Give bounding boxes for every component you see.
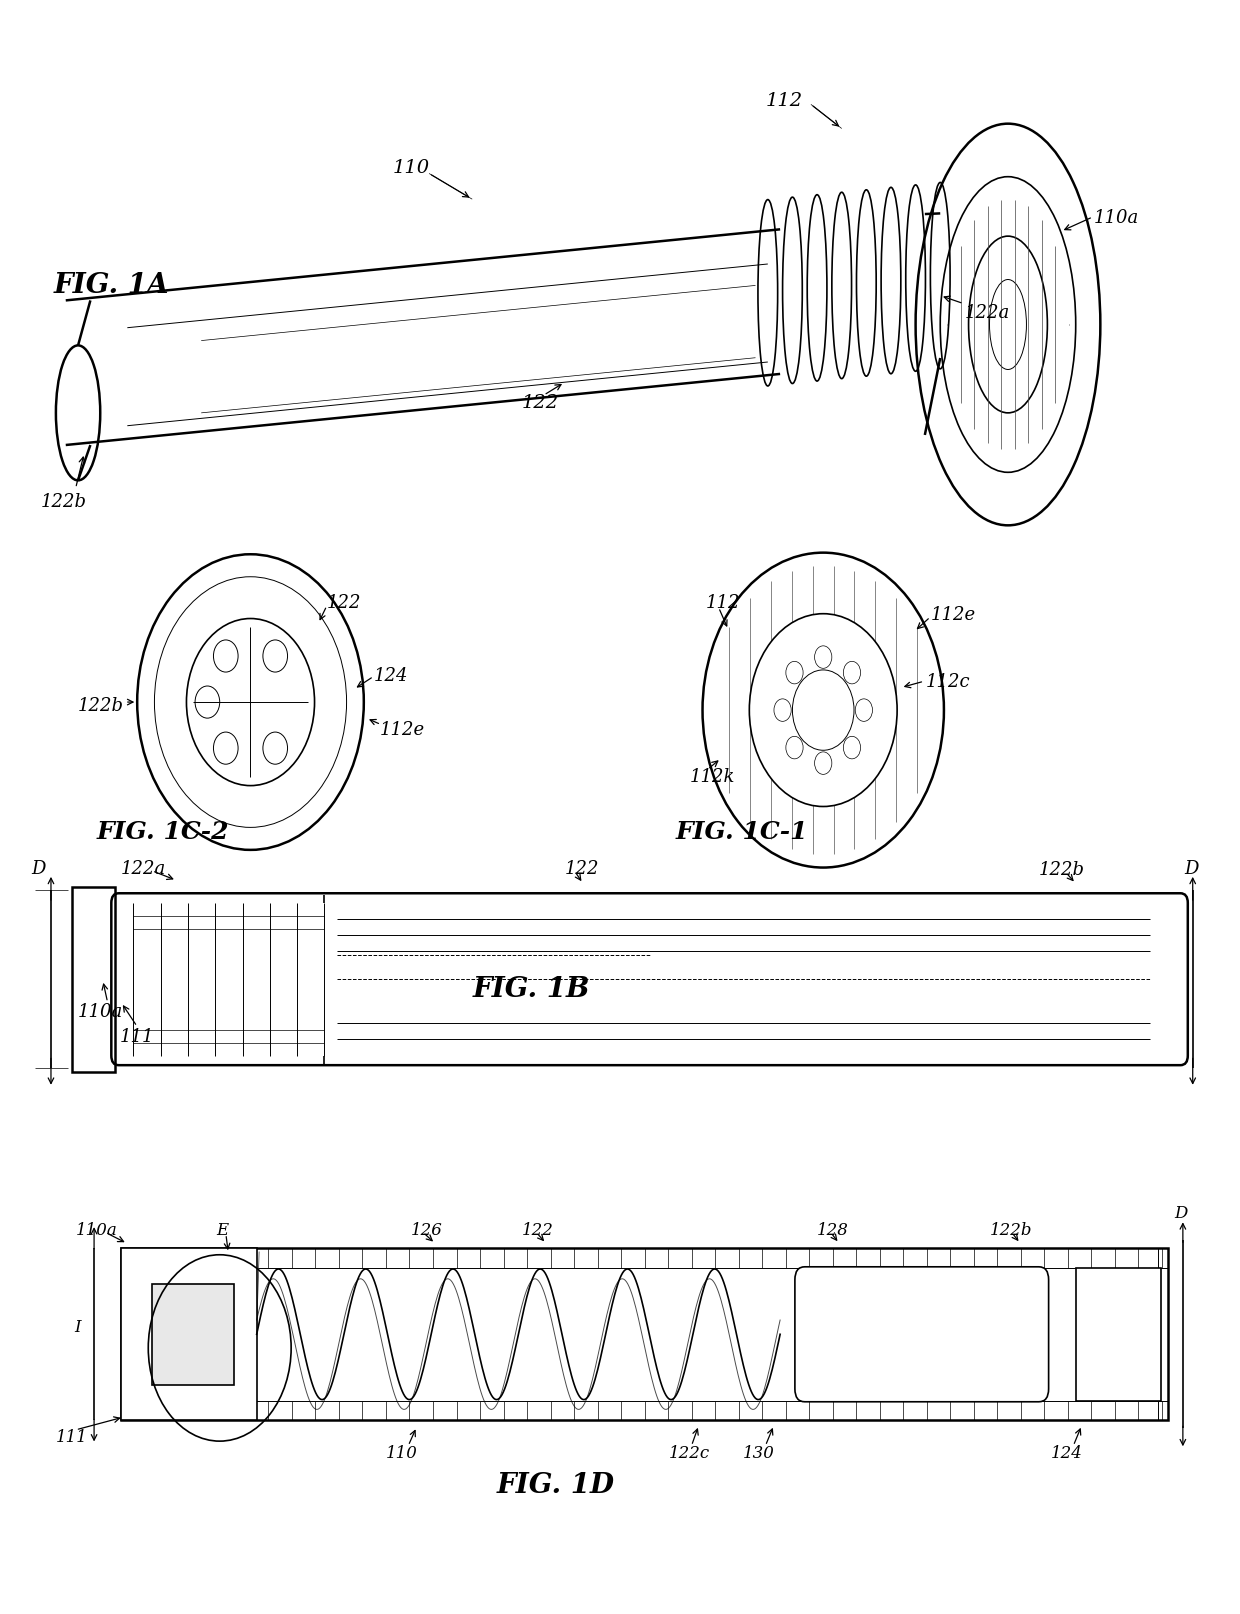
Bar [122, 1249, 1168, 1420]
Text: D: D [31, 859, 46, 876]
FancyBboxPatch shape [795, 1267, 1049, 1403]
Bar [1076, 1269, 1161, 1401]
Ellipse shape [749, 615, 897, 807]
Text: FIG. 1C-2: FIG. 1C-2 [97, 818, 229, 843]
Text: 130: 130 [743, 1445, 775, 1461]
Text: 111: 111 [56, 1428, 88, 1445]
Text: 122a: 122a [122, 859, 166, 876]
Text: 122: 122 [522, 394, 558, 412]
Text: 122c: 122c [670, 1445, 711, 1461]
Text: E: E [216, 1220, 228, 1238]
Text: 122a: 122a [965, 303, 1011, 321]
Text: 110a: 110a [78, 1002, 123, 1020]
Text: FIG. 1D: FIG. 1D [497, 1470, 615, 1498]
Text: 122: 122 [327, 594, 361, 612]
Text: 112e: 112e [930, 605, 976, 623]
Text: 112: 112 [765, 92, 802, 110]
Text: 112c: 112c [925, 673, 970, 691]
Text: 122: 122 [522, 1220, 553, 1238]
Text: 128: 128 [817, 1220, 849, 1238]
Bar [122, 1249, 257, 1420]
Text: 122b: 122b [41, 492, 87, 512]
Text: 110a: 110a [76, 1220, 118, 1238]
Text: 124: 124 [1052, 1445, 1083, 1461]
Ellipse shape [792, 670, 854, 751]
Text: I: I [74, 1319, 81, 1335]
Text: FIG. 1C-1: FIG. 1C-1 [676, 818, 808, 843]
Bar [72, 888, 115, 1072]
Text: FIG. 1A: FIG. 1A [53, 271, 169, 299]
Bar [153, 1283, 234, 1385]
Text: D: D [1174, 1204, 1188, 1222]
Text: 124: 124 [373, 667, 408, 684]
Text: 110: 110 [386, 1445, 418, 1461]
Text: 122: 122 [564, 859, 599, 876]
Text: 126: 126 [410, 1220, 443, 1238]
Text: 112: 112 [707, 594, 740, 612]
Text: 110: 110 [392, 158, 429, 178]
Text: 122b: 122b [1039, 860, 1085, 878]
Text: 110a: 110a [1094, 208, 1140, 226]
Text: 112e: 112e [379, 721, 425, 739]
Text: 122b: 122b [78, 697, 124, 715]
Text: 111: 111 [120, 1028, 155, 1046]
Text: D: D [1184, 859, 1199, 876]
Text: FIG. 1B: FIG. 1B [472, 975, 590, 1002]
Text: 122b: 122b [990, 1220, 1032, 1238]
Text: 112k: 112k [691, 768, 735, 786]
